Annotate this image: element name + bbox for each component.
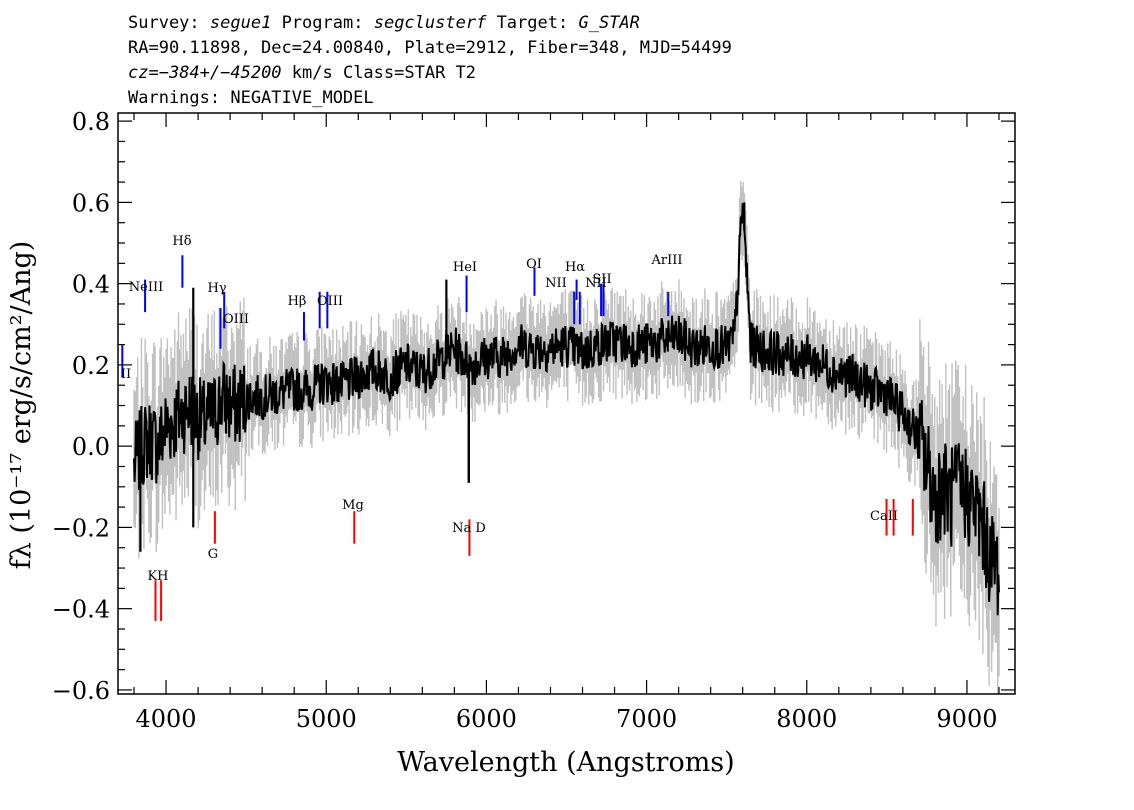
line-label: NII [545,276,567,291]
plot-frame [117,112,1016,695]
y-tick-label: 0.0 [72,433,110,461]
cz-units-class: km/s Class=STAR T2 [281,63,477,83]
y-tick-label: −0.6 [52,677,110,705]
y-tick-label: 0.2 [72,352,110,380]
survey-value: segue1 [209,13,272,33]
line-label: ArIII [650,253,682,268]
line-label: NeIII [129,280,163,295]
tick-labels: 4000 5000 6000 7000 8000 9000 −0.6 −0.4 −0.2 0.0 0… [52,108,998,733]
y-tick-label: −0.4 [52,596,110,624]
x-tick-label: 7000 [616,705,677,733]
survey-label: Survey: [128,13,200,33]
y-tick-label: −0.2 [52,514,110,542]
line-label: Hβ [288,294,307,309]
x-axis-label: Wavelength (Angstroms) [397,747,734,778]
x-tick-label: 4000 [136,705,197,733]
plot-axes [117,112,1016,695]
line-label: Hδ [172,234,191,249]
line-label: Hγ [207,281,226,296]
line-label: HeI [453,260,477,275]
program-value: segclusterf [373,13,487,33]
flux-line [133,203,1000,616]
line-label: OI [526,257,542,272]
x-tick-label: 5000 [296,705,357,733]
line-label: Mg [342,498,364,513]
y-tick-label: 0.8 [72,108,110,136]
x-tick-label: 9000 [936,705,997,733]
y-tick-label: 0.6 [72,189,110,217]
line-label: Na D [452,521,486,536]
header-warnings: Warnings: NEGATIVE_MODEL [128,88,374,108]
y-axis-label: fλ (10⁻¹⁷ erg/s/cm²/Ang) [6,241,37,570]
cz-value: −384+/−45200 [158,63,282,83]
x-tick-label: 6000 [456,705,517,733]
line-label: CaII [870,509,898,524]
header-line-2: RA=90.11898, Dec=24.00840, Plate=2912, F… [128,38,732,58]
flux-series [133,202,1000,616]
line-label: NII [585,276,607,291]
line-label: II [121,367,131,382]
spectral-line-markers [121,255,914,621]
header-line-3: cz=−384+/−45200 km/s Class=STAR T2 [128,63,476,83]
x-tick-label: 8000 [776,705,837,733]
y-tick-label: 0.4 [72,271,110,299]
line-label: G [208,547,218,562]
cz-label: cz= [128,63,159,83]
line-label: OIII [223,312,249,327]
line-label: SII [592,272,611,287]
target-label: Target: [496,13,569,33]
line-label: KH [147,569,168,584]
line-label: OIII [317,294,343,309]
target-value: G_STAR [578,13,640,33]
line-label: Hα [565,260,585,275]
program-label: Program: [281,13,364,33]
header-line-1: Survey: segue1 Program: segclusterf Targ… [128,13,640,33]
error-band [133,181,1000,694]
